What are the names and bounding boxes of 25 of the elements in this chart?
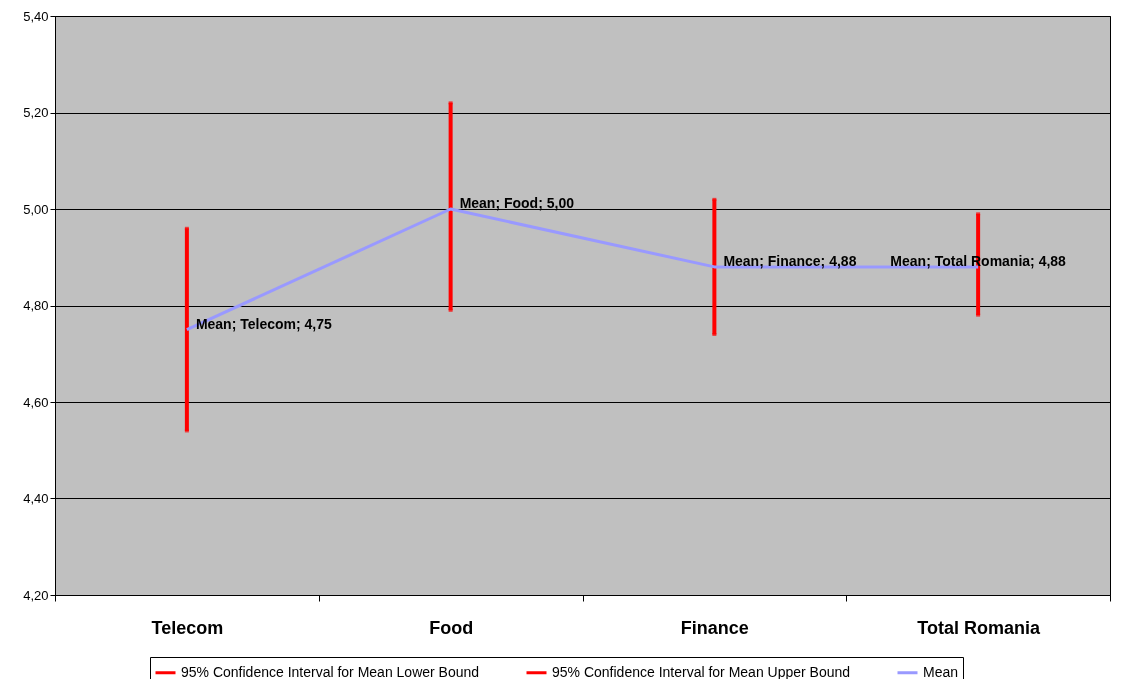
point: [184, 226, 189, 230]
legend-label: 95% Confidence Interval for Mean Lower Bound: [181, 663, 480, 679]
y-tick-label: 5,00: [23, 201, 49, 217]
point: [712, 332, 717, 336]
data-label: Mean; Finance; 4,88: [723, 252, 857, 269]
point: [448, 308, 453, 312]
x-tick-label: Finance: [680, 617, 749, 638]
x-tick-label: Food: [429, 617, 474, 638]
legend-label: Mean: [923, 663, 959, 679]
point: [184, 429, 189, 433]
y-tick-label: 4,80: [23, 298, 49, 313]
legend-label: 95% Confidence Interval for Mean Upper Bound: [552, 663, 851, 679]
y-tick-label: 5,20: [23, 105, 49, 120]
y-tick-label: 4,60: [23, 394, 49, 410]
y-tick-label: 4,40: [23, 491, 49, 506]
point: [976, 313, 981, 317]
x-tick-label: Total Romania: [917, 617, 1041, 638]
point: [448, 101, 453, 105]
y-tick-label: 5,40: [23, 8, 49, 24]
point: [712, 197, 717, 201]
data-label: Mean; Food; 5,00: [459, 195, 575, 211]
data-label: Mean; Telecom; 4,75: [195, 315, 332, 332]
x-tick-label: Telecom: [151, 617, 224, 638]
point: [976, 212, 981, 216]
y-tick-label: 4,20: [23, 587, 49, 603]
